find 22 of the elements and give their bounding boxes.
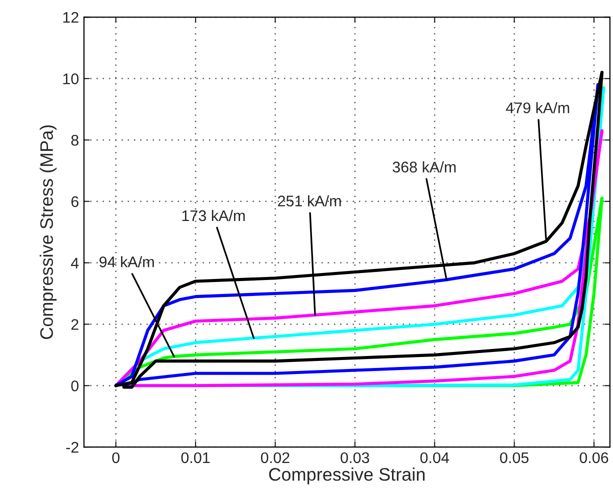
x-tick-label: 0.01: [181, 452, 210, 464]
annotation: 251 kA/m: [278, 195, 341, 206]
x-axis-title: Compressive Strain: [269, 468, 425, 484]
annotation: 173 kA/m: [182, 210, 245, 222]
y-tick-label: 0: [71, 380, 79, 392]
x-tick-label: 0: [112, 452, 120, 464]
x-tick-label: 0.06: [580, 452, 608, 464]
annotation: 368 kA/m: [392, 161, 456, 173]
x-tick-label: 0.03: [340, 452, 370, 464]
y-tick-label: 10: [63, 73, 79, 84]
annotation: 479 kA/m: [506, 102, 570, 114]
y-axis-title: Compressive Stress (MPa): [40, 125, 57, 340]
x-tick-label: 0.04: [420, 452, 450, 464]
y-tick-label: 4: [70, 258, 79, 268]
y-tick-label: 8: [71, 134, 78, 146]
y-tick-label: 6: [71, 196, 78, 208]
y-tick-label: 2: [71, 319, 78, 330]
annotation: 94 kA/m: [100, 256, 154, 268]
x-tick-label: 0.02: [260, 452, 290, 464]
y-tick-label: -2: [66, 442, 78, 453]
y-tick-label: 12: [63, 12, 78, 23]
x-tick-label: 0.05: [500, 452, 529, 464]
